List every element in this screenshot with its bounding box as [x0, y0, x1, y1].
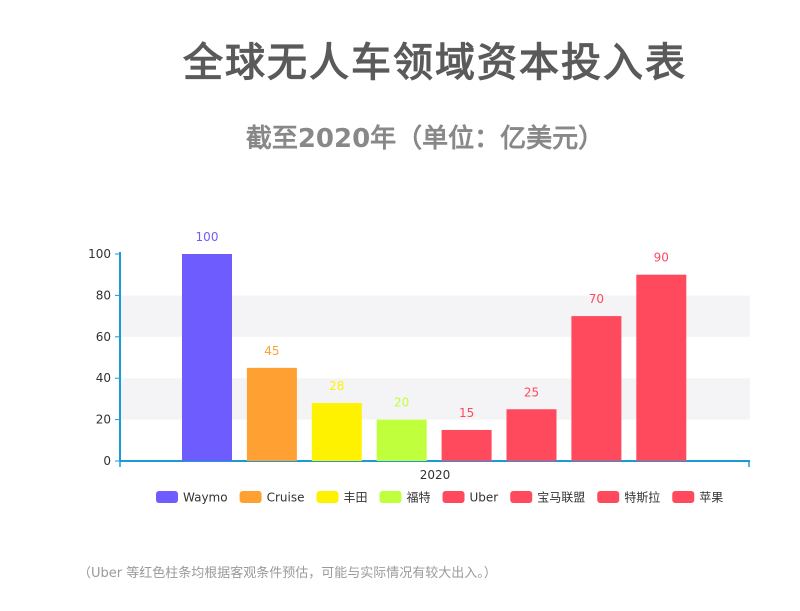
legend-label: 苹果 — [699, 491, 723, 505]
bar-6 — [506, 409, 557, 461]
legend-label: Cruise — [267, 491, 305, 505]
bar-value-label: 45 — [264, 344, 279, 358]
legend-swatch — [672, 491, 695, 503]
bar-value-label: 100 — [196, 230, 219, 244]
legend-label: 福特 — [407, 490, 431, 505]
bar-8 — [636, 274, 687, 461]
bar-5 — [441, 429, 492, 461]
bar-1 — [182, 254, 232, 461]
legend-swatch — [442, 491, 465, 503]
legend-swatch — [239, 491, 262, 503]
bar-7 — [571, 316, 622, 461]
y-tick-label: 60 — [96, 330, 111, 344]
bar-4 — [376, 419, 427, 461]
bar-value-label: 70 — [589, 292, 604, 306]
y-tick-label: 20 — [96, 413, 111, 427]
bar-3 — [311, 403, 362, 461]
chart-footnote: （Uber 等红色柱条均根据客观条件预估，可能与实际情况有较大出入。） — [78, 566, 497, 581]
legend-swatch — [379, 491, 402, 503]
y-tick-label: 40 — [96, 371, 111, 385]
y-tick-label: 0 — [103, 454, 111, 468]
legend-label: Waymo — [183, 491, 228, 505]
legend-swatch — [316, 491, 339, 503]
legend-label: 宝马联盟 — [537, 491, 585, 505]
legend-swatch — [510, 491, 533, 503]
bar-value-label: 90 — [654, 251, 669, 265]
chart-subtitle: 截至2020年（单位：亿美元） — [245, 124, 605, 154]
bar-value-label: 20 — [394, 396, 409, 410]
legend-label: 特斯拉 — [624, 490, 660, 505]
x-tick-label: 2020 — [420, 468, 451, 482]
legend-swatch — [156, 491, 178, 503]
chart-title: 全球无人车领域资本投入表 — [183, 40, 687, 86]
legend-swatch — [597, 491, 620, 503]
bar-2 — [246, 367, 297, 461]
y-tick-label: 80 — [96, 288, 111, 302]
legend-label: Uber — [470, 491, 499, 505]
bar-value-label: 15 — [459, 406, 474, 420]
bar-value-label: 25 — [524, 385, 539, 399]
y-tick-label: 100 — [88, 247, 111, 261]
legend-label: 丰田 — [343, 491, 367, 505]
bar-value-label: 28 — [329, 379, 344, 393]
